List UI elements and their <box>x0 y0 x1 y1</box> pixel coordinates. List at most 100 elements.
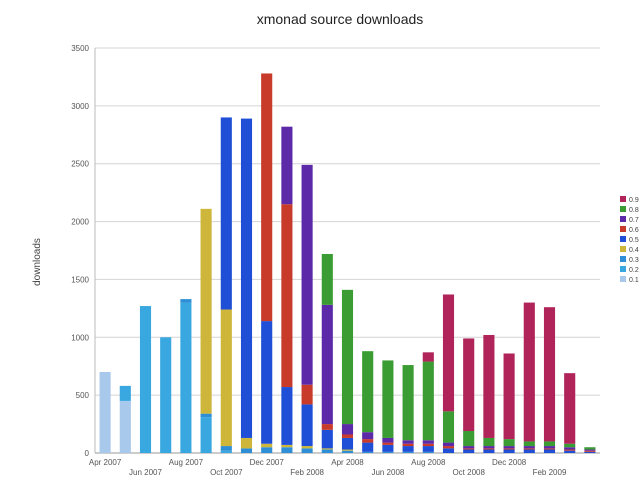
bar-segment <box>523 449 535 453</box>
bar-segment <box>422 451 434 453</box>
x-tick-label: Feb 2008 <box>290 468 324 477</box>
y-axis-label: downloads <box>32 238 43 286</box>
legend-swatch <box>620 236 626 242</box>
legend-label: 0.9 <box>629 197 639 204</box>
bar-segment <box>240 448 253 453</box>
bar-segment <box>341 450 354 453</box>
bar-segment <box>483 448 495 450</box>
bar-segment <box>119 385 131 401</box>
bar-segment <box>341 424 354 435</box>
bar-segment <box>503 446 515 449</box>
y-tick-label: 0 <box>85 449 90 458</box>
bar-segment <box>301 448 313 453</box>
bar-segment <box>503 439 515 447</box>
bar-segment <box>261 443 273 448</box>
legend-swatch <box>620 226 626 232</box>
bar-segment <box>402 446 414 452</box>
bar-segment <box>281 126 293 205</box>
bar-segment <box>483 446 495 449</box>
bar-segment <box>422 361 434 441</box>
chart-title: xmonad source downloads <box>257 11 424 27</box>
bar-segment <box>281 387 293 445</box>
x-tick-label: Oct 2007 <box>210 468 243 477</box>
bar-segment <box>584 451 596 453</box>
legend: 0.9 0.8 0.7 0.6 0.5 0.4 0.3 0.2 0.1 <box>620 196 639 284</box>
bar-segment <box>543 448 556 450</box>
bar-segment <box>382 442 394 445</box>
bar-segment <box>442 448 455 453</box>
bar-segment <box>483 437 495 447</box>
bar-segment <box>382 451 394 453</box>
bar-segment <box>463 449 475 453</box>
bar-segment <box>422 352 434 362</box>
bar-segment <box>463 431 475 447</box>
legend-label: 0.8 <box>629 207 639 214</box>
y-tick-label: 3000 <box>71 102 89 111</box>
bar-segment <box>564 449 576 451</box>
bar-segment <box>463 446 475 449</box>
legend-swatch <box>620 266 626 272</box>
bar-segment <box>362 439 374 443</box>
bar-segment <box>261 321 273 444</box>
x-tick-label: Apr 2008 <box>331 458 364 467</box>
bar-segment <box>301 164 313 385</box>
bar-segment <box>543 446 556 449</box>
bar-segment <box>402 451 414 453</box>
bar-segment <box>261 447 273 453</box>
bar-segment <box>442 442 455 447</box>
legend-swatch <box>620 196 626 202</box>
x-axis-ticks: Apr 2007 Jun 2007 Aug 2007 Oct 2007 Dec 2007… <box>89 458 567 477</box>
bar-segment <box>99 372 111 453</box>
bar-segment <box>422 446 434 452</box>
x-tick-label: Aug 2007 <box>169 458 204 467</box>
x-tick-label: Apr 2007 <box>89 458 122 467</box>
bar-segment <box>402 365 414 441</box>
bar-segment <box>220 450 232 453</box>
bar-segment <box>463 448 475 450</box>
bar-segment <box>261 73 273 322</box>
bar-segment <box>362 432 374 440</box>
bar-segment <box>220 117 232 310</box>
y-tick-label: 500 <box>76 391 90 400</box>
legend-swatch <box>620 256 626 262</box>
bars <box>99 73 596 453</box>
legend-label: 0.7 <box>629 217 639 224</box>
bar-segment <box>523 441 535 447</box>
bar-segment <box>341 434 354 438</box>
bar-segment <box>543 449 556 453</box>
bar-segment <box>442 446 455 449</box>
x-tick-label: Oct 2008 <box>452 468 485 477</box>
bar-segment <box>584 450 596 452</box>
bar-segment <box>402 443 414 447</box>
bar-segment <box>200 417 212 453</box>
bar-segment <box>422 440 434 444</box>
bar-segment <box>564 447 576 450</box>
bar-segment <box>442 294 455 412</box>
x-tick-label: Aug 2008 <box>411 458 446 467</box>
bar-segment <box>362 442 374 452</box>
bar-segment <box>503 448 515 450</box>
bar-segment <box>220 446 232 451</box>
bar-segment <box>301 404 313 447</box>
bar-segment <box>422 443 434 447</box>
bar-segment <box>382 444 394 452</box>
bar-segment <box>362 451 374 453</box>
bar-segment <box>584 447 596 450</box>
bar-segment <box>503 449 515 453</box>
legend-label: 0.2 <box>629 267 639 274</box>
legend-swatch <box>620 206 626 212</box>
y-tick-label: 2000 <box>71 218 89 227</box>
bar-segment <box>341 437 354 450</box>
bar-segment <box>301 446 313 449</box>
y-tick-label: 3500 <box>71 44 89 53</box>
bar-segment <box>503 353 515 440</box>
x-tick-label: Jun 2007 <box>129 468 162 477</box>
bar-segment <box>240 118 253 438</box>
bar-segment <box>442 411 455 443</box>
legend-swatch <box>620 216 626 222</box>
bar-segment <box>200 413 212 418</box>
bar-segment <box>564 443 576 448</box>
legend-label: 0.3 <box>629 257 639 264</box>
bar-segment <box>180 299 192 303</box>
